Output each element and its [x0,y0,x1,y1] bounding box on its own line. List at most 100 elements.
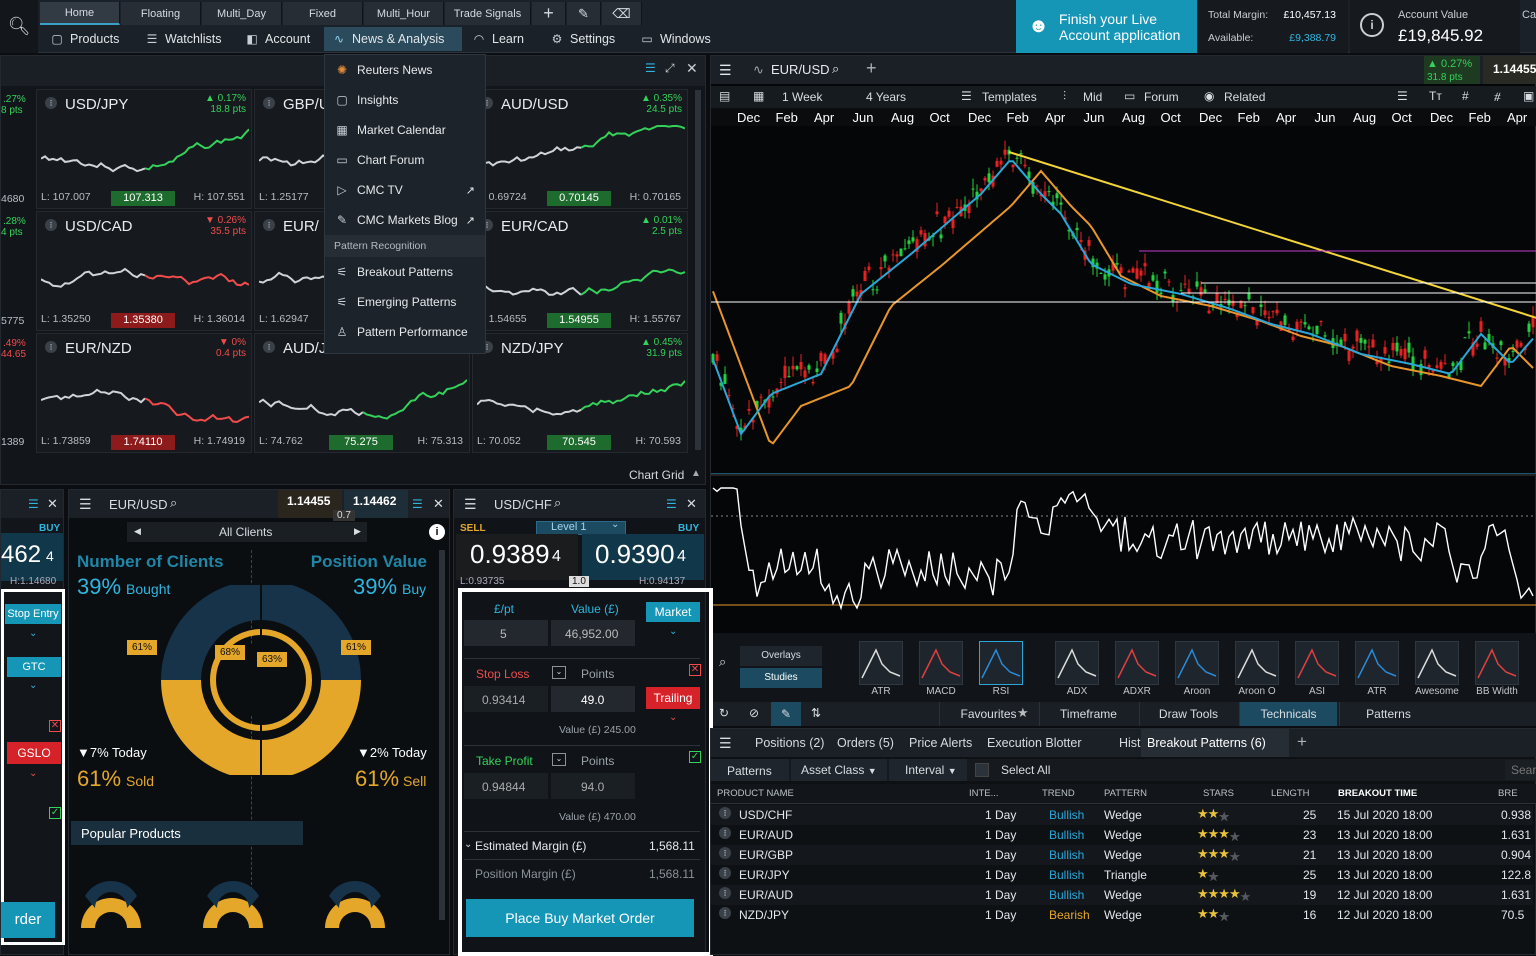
chevron-right-icon[interactable]: ▶ [354,526,361,536]
tile-menu-icon[interactable]: ⁝ [45,97,57,109]
row-menu-icon[interactable]: ⁝ [719,887,731,899]
chart-tool-tab[interactable]: Patterns [1339,702,1437,726]
mid-price-button[interactable]: Mid [1083,90,1103,104]
link-icon[interactable]: ☰ [645,61,656,75]
link-icon[interactable]: ☰ [666,497,677,511]
screenshot-icon[interactable]: ▣ [1523,89,1535,103]
favourite-star-icon[interactable]: ★ [1017,705,1029,720]
take-profit-points-input[interactable]: 94.0 [551,773,635,799]
indicator-thumb-asi[interactable] [1295,641,1339,685]
patterns-filter[interactable]: Patterns [711,759,789,781]
menu-icon[interactable]: ☰ [464,496,477,512]
menu-news-analysis[interactable]: ∿ News & Analysis [324,27,462,51]
product-tile[interactable]: ⁝ NZD/JPY ▲ 0.45% 31.9 pts L: 70.052 70.5… [472,333,688,453]
blotter-tab[interactable]: Orders (5) [837,736,894,750]
product-tile[interactable]: ⁝ EUR/CAD ▲ 0.01% 2.5 pts L: 1.54655 1.54… [472,211,688,331]
link-icon[interactable]: ☰ [412,497,423,511]
templates-button[interactable]: Templates [982,90,1037,104]
table-row[interactable]: ⁝ USD/CHF 1 Day Bullish Wedge ★★ ★ ★ ★ 25 1… [711,805,1533,825]
text-tool-icon[interactable]: Tт [1429,89,1442,103]
gslo-button[interactable]: GSLO [7,742,61,764]
chevron-down-icon[interactable]: ⌄ [464,839,473,850]
row-menu-icon[interactable]: ⁝ [719,867,731,879]
info-icon[interactable]: i [429,524,445,540]
chart-tool-tab[interactable]: Timeframe [1039,702,1137,726]
tile-menu-icon[interactable]: ⁝ [263,97,275,109]
client-filter[interactable] [127,522,367,542]
column-header[interactable]: STARS [1203,788,1234,799]
menu-item-cmc-blog[interactable]: ✎ CMC Markets Blog ↗ [325,205,485,235]
close-icon[interactable]: ✕ [686,496,697,511]
align-icon[interactable]: ☰ [1397,89,1408,103]
clear-workspace-icon[interactable]: ⌫ [602,2,642,25]
chart-price-box[interactable] [1483,56,1536,84]
search-icon[interactable]: ⌕ [832,61,840,76]
menu-item-pattern-performance[interactable]: ♙ Pattern Performance [325,317,485,347]
place-order-button[interactable]: rder [1,902,55,938]
menu-icon[interactable]: ☰ [79,496,92,512]
search-icon[interactable]: ⌕ [719,654,727,669]
overlays-tab[interactable]: Overlays [740,646,822,666]
place-buy-market-order-button[interactable]: Place Buy Market Order [466,899,694,937]
product-tile[interactable]: ⁝ USD/JPY ▲ 0.17% 18.8 pts L: 107.007 107… [36,89,252,209]
price-chart-canvas[interactable] [711,128,1536,628]
global-search-icon[interactable]: 🔍︎ [0,0,38,53]
row-menu-icon[interactable]: ⁝ [719,847,731,859]
market-order-type-button[interactable]: Market [646,602,700,622]
table-row[interactable]: ⁝ EUR/AUD 1 Day Bullish Wedge ★★★ ★ ★ 23 1… [711,825,1533,845]
indicator-thumb-atr[interactable] [1355,641,1399,685]
column-header[interactable]: BREAKOUT TIME [1338,788,1418,799]
workspace-tab-fixed[interactable]: Fixed [283,2,363,25]
chevron-down-icon[interactable]: ⌄ [669,626,678,637]
check-icon[interactable]: ✓ [49,807,61,819]
add-workspace-icon[interactable]: + [532,2,566,25]
add-chart-icon[interactable]: + [866,58,877,78]
workspace-tab-multi-hour[interactable]: Multi_Hour [364,2,444,25]
tile-menu-icon[interactable]: ⁝ [263,341,275,353]
menu-item-breakout-patterns[interactable]: ⚟ Breakout Patterns [325,257,485,287]
quantity-input[interactable]: 5 [464,620,548,646]
remove-icon[interactable]: ✕ [49,720,61,732]
search-icon[interactable]: ⌕ [554,495,562,510]
blotter-tab[interactable]: Breakout Patterns (6) [1141,729,1289,757]
chevron-down-icon[interactable]: ⌄ [29,768,38,779]
tile-menu-icon[interactable]: ⁝ [263,219,275,231]
workspace-tab-trade-signals[interactable]: Trade Signals [445,2,531,25]
stop-loss-toggle[interactable]: ⌄ [552,666,566,679]
close-icon[interactable]: ✕ [433,496,444,511]
chevron-down-icon[interactable]: ⌄ [669,712,678,723]
menu-account[interactable]: ◧ Account [237,27,318,51]
table-row[interactable]: ⁝ EUR/JPY 1 Day Bullish Triangle ★ ★ ★ ★ ★ 2… [711,865,1533,885]
menu-settings[interactable]: ⚙ Settings [542,27,623,51]
product-tile[interactable]: ⁝ AUD/USD ▲ 0.35% 24.5 pts L: 0.69724 0.7… [472,89,688,209]
workspace-tab-floating[interactable]: Floating [121,2,201,25]
level-selector[interactable] [536,521,626,535]
sell-price-box[interactable] [278,490,342,518]
chart-grid-label[interactable]: Chart Grid [629,468,685,482]
scrollbar[interactable] [439,550,445,920]
row-menu-icon[interactable]: ⁝ [719,907,731,919]
menu-watchlists[interactable]: ☰ Watchlists [137,27,230,51]
blotter-tab[interactable]: Execution Blotter [987,736,1082,750]
stop-entry-button[interactable]: Stop Entry [5,604,61,624]
menu-learn[interactable]: ◠ Learn [464,27,532,51]
indicator-thumb-bb-width[interactable] [1475,641,1519,685]
workspace-tab-multi-day[interactable]: Multi_Day [202,2,282,25]
menu-item-insights[interactable]: ▢ Insights [325,85,485,115]
value-input[interactable]: 46,952.00 [551,620,635,646]
chevron-down-icon[interactable]: ⌄ [29,680,38,691]
reset-icon[interactable]: ↻ [719,706,730,720]
menu-windows[interactable]: ▭ Windows [632,27,719,51]
link-icon[interactable]: ☰ [28,497,39,511]
indicator-thumb-rsi[interactable] [979,641,1023,685]
chevron-left-icon[interactable]: ◀ [134,526,141,536]
trailing-stop-button[interactable]: Trailing [646,687,700,709]
close-icon[interactable]: ✕ [686,60,698,76]
toggle-sidebar-icon[interactable]: ▤ [719,89,731,103]
chevron-up-icon[interactable]: ▲ [691,468,701,479]
related-button[interactable]: Related [1224,90,1266,104]
tile-menu-icon[interactable]: ⁝ [45,341,57,353]
indicator-thumb-adx[interactable] [1055,641,1099,685]
table-row[interactable]: ⁝ EUR/GBP 1 Day Bullish Wedge ★★★ ★ ★ 21 1… [711,845,1533,865]
expand-icon[interactable]: ⤢ [665,61,675,75]
